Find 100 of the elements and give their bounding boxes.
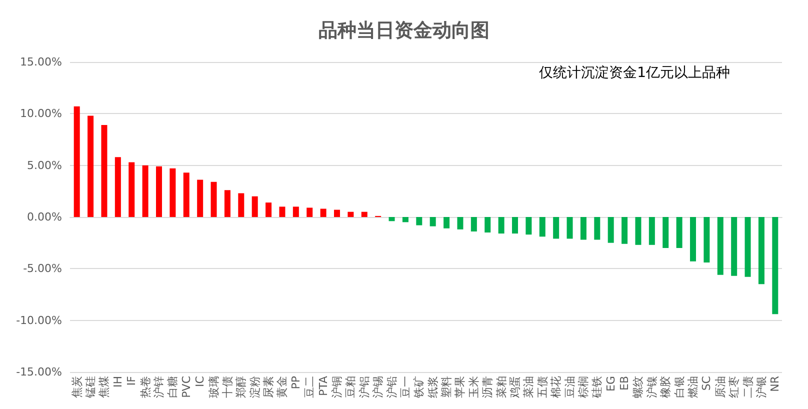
bar — [361, 212, 368, 217]
x-tick-label: 尿素 — [262, 376, 276, 398]
x-tick-label: 红枣 — [728, 376, 741, 398]
bar — [744, 217, 751, 277]
x-tick-label: 棕榈 — [576, 376, 590, 398]
bar — [74, 106, 80, 217]
bar — [566, 217, 573, 239]
x-tick-label: IC — [194, 376, 207, 387]
x-tick-label: 沪镍 — [645, 376, 658, 398]
y-tick-label: -10.00% — [16, 314, 62, 327]
bar — [635, 217, 642, 245]
x-tick-label: PTA — [316, 376, 330, 396]
bar — [252, 196, 258, 217]
bar — [772, 217, 778, 314]
y-tick-label: 15.00% — [20, 56, 62, 68]
x-tick-label: 沪锌 — [152, 376, 166, 398]
bar — [416, 217, 422, 226]
x-tick-label: 沪银 — [754, 376, 768, 398]
bar — [238, 193, 244, 217]
x-tick-label: SC — [700, 376, 714, 391]
x-tick-label: 豆二 — [303, 376, 316, 398]
x-tick-label: PVC — [180, 376, 193, 398]
bar — [758, 217, 764, 284]
bar — [224, 190, 230, 217]
bar — [512, 217, 518, 234]
bar — [348, 212, 354, 217]
x-tick-label: 白银 — [672, 376, 686, 398]
bar — [320, 208, 326, 217]
x-tick-label: 沪铝 — [358, 376, 371, 398]
x-tick-label: 热卷 — [138, 376, 152, 398]
bar — [128, 162, 135, 217]
bar — [717, 217, 724, 275]
x-tick-label: 燃油 — [686, 376, 700, 398]
bar — [266, 202, 272, 217]
x-tick-label: 豆一 — [398, 376, 412, 398]
x-tick-label: 橡胶 — [659, 376, 672, 398]
x-tick-label: IF — [125, 376, 138, 386]
x-tick-label: 棉花 — [550, 376, 563, 398]
bar — [457, 217, 464, 230]
bar — [676, 217, 682, 248]
x-tick-label: 玉米 — [467, 376, 480, 398]
bar — [553, 217, 560, 239]
bar — [580, 217, 586, 240]
x-tick-label: 硅铁 — [590, 376, 604, 399]
y-tick-label: -5.00% — [23, 262, 62, 276]
x-tick-label: 锰硅 — [84, 376, 98, 399]
x-tick-label: 白糖 — [166, 376, 180, 398]
bar — [197, 180, 204, 217]
bar — [470, 217, 477, 232]
x-tick-label: 郑醇 — [234, 376, 248, 398]
x-tick-label: 淀粉 — [248, 376, 262, 398]
x-tick-label: 黄金 — [276, 376, 289, 398]
bar — [101, 125, 108, 217]
x-tick-label: 铁矿 — [412, 376, 426, 399]
x-tick-label: PP — [289, 376, 302, 390]
x-tick-label: 沪锡 — [372, 376, 385, 398]
bar — [662, 217, 669, 248]
bar — [498, 217, 504, 234]
x-tick-label: 鸡蛋 — [508, 376, 522, 399]
x-tick-label: 豆粕 — [344, 376, 358, 398]
x-tick-label: 玻璃 — [207, 376, 220, 398]
bar — [279, 206, 286, 217]
bar — [156, 166, 162, 217]
x-tick-label: 焦煤 — [98, 376, 111, 398]
x-tick-label: 螺纹 — [632, 376, 645, 398]
x-tick-label: 沥青 — [481, 376, 494, 398]
x-tick-label: 沪铜 — [330, 376, 344, 398]
bar — [690, 217, 696, 262]
y-tick-label: 5.00% — [27, 158, 62, 172]
bar — [210, 182, 217, 217]
x-tick-label: 十债 — [220, 376, 234, 398]
x-tick-label: 二债 — [741, 376, 754, 398]
x-tick-label: 塑料 — [440, 376, 454, 398]
y-tick-label: 0.00% — [27, 210, 62, 224]
bar — [594, 217, 600, 240]
bar — [526, 217, 532, 235]
x-tick-label: 原油 — [714, 376, 727, 398]
bar — [114, 157, 121, 217]
bar — [444, 217, 450, 228]
x-tick-label: IH — [111, 376, 124, 388]
bar — [704, 217, 710, 262]
bar — [292, 206, 299, 217]
x-tick-label: NR — [768, 376, 782, 392]
bar — [402, 217, 408, 222]
x-tick-label: EG — [604, 376, 618, 392]
x-tick-label: 五债 — [536, 376, 549, 398]
annotation: 仅统计沉淀资金1亿元以上品种 — [539, 65, 730, 81]
bar — [183, 172, 190, 217]
bar — [539, 217, 546, 237]
y-tick-label: -15.00% — [16, 366, 62, 378]
bar — [608, 217, 614, 243]
bar — [334, 210, 340, 217]
x-tick-label: 沪铅 — [385, 376, 398, 398]
bar — [170, 168, 176, 217]
bar — [648, 217, 655, 245]
bar — [484, 217, 491, 232]
y-tick-label: 10.00% — [20, 107, 62, 120]
bar — [388, 217, 395, 222]
x-tick-label: 菜粕 — [494, 376, 508, 398]
bar — [731, 217, 738, 276]
